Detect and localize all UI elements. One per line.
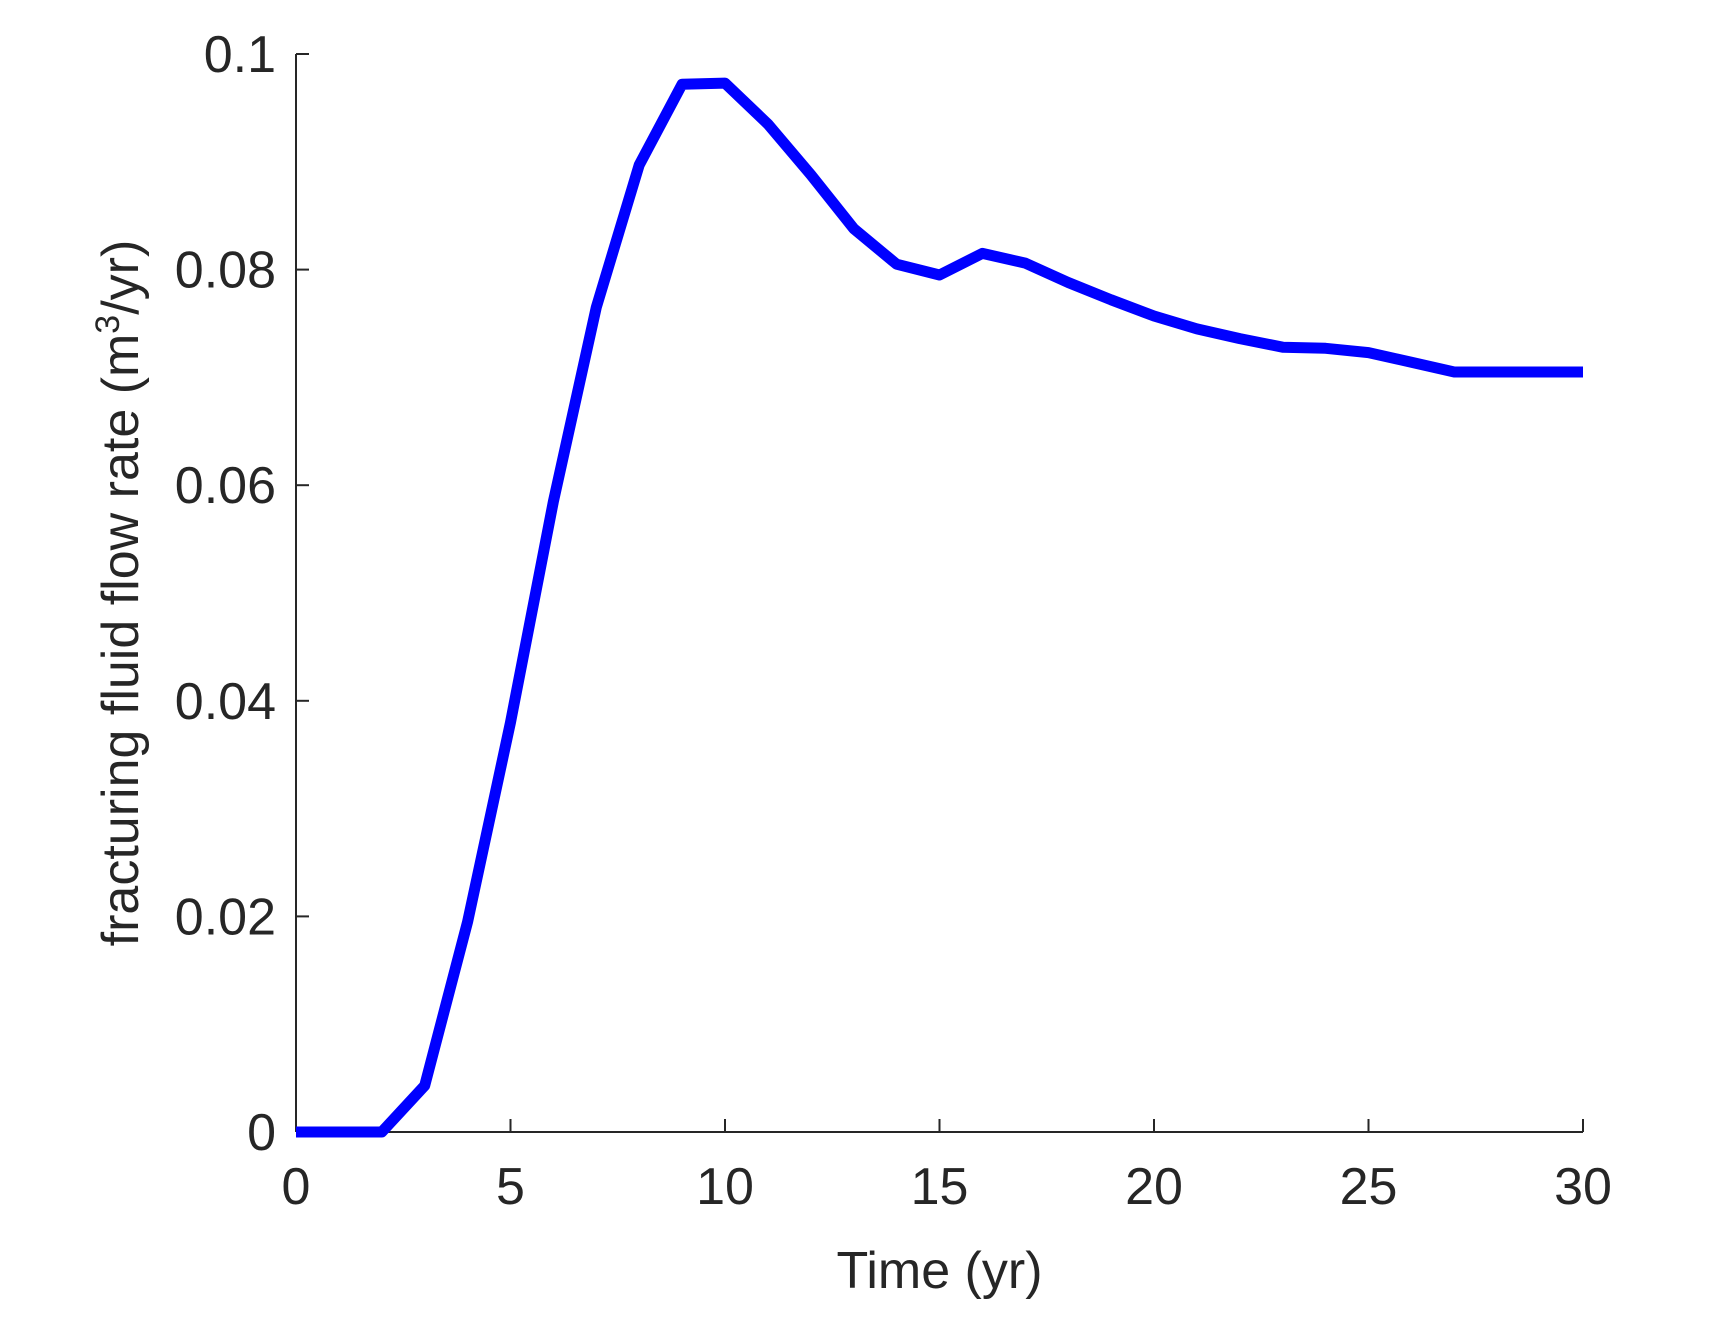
y-tick-label: 0.08 bbox=[175, 242, 276, 300]
y-axis-title-superscript: 3 bbox=[89, 315, 127, 334]
y-tick-label: 0.1 bbox=[204, 26, 276, 84]
x-tick-label: 15 bbox=[911, 1158, 969, 1216]
y-axis-title: fracturing fluid flow rate (m3/yr) bbox=[89, 240, 150, 947]
y-tick-label: 0.02 bbox=[175, 888, 276, 946]
y-tick-label: 0.06 bbox=[175, 457, 276, 515]
series-line bbox=[296, 77, 1583, 1138]
y-tick-label: 0.04 bbox=[175, 673, 276, 731]
x-tick-label: 25 bbox=[1340, 1158, 1398, 1216]
ticks: 0 5 10 15 20 25 30 0 0.02 0.04 0.06 0.08 0.1 bbox=[175, 26, 1612, 1216]
x-axis-title: Time (yr) bbox=[836, 1242, 1042, 1300]
axes bbox=[295, 54, 1583, 1133]
series bbox=[296, 77, 1583, 1138]
y-tick-label: 0 bbox=[247, 1104, 276, 1162]
x-tick-label: 0 bbox=[282, 1158, 311, 1216]
y-axis-title-prefix: fracturing fluid flow rate (m bbox=[92, 334, 150, 947]
x-tick-label: 5 bbox=[496, 1158, 525, 1216]
y-axis-title-suffix: /yr) bbox=[92, 240, 150, 315]
x-tick-label: 30 bbox=[1554, 1158, 1612, 1216]
x-tick-label: 10 bbox=[696, 1158, 754, 1216]
x-tick-label: 20 bbox=[1125, 1158, 1183, 1216]
